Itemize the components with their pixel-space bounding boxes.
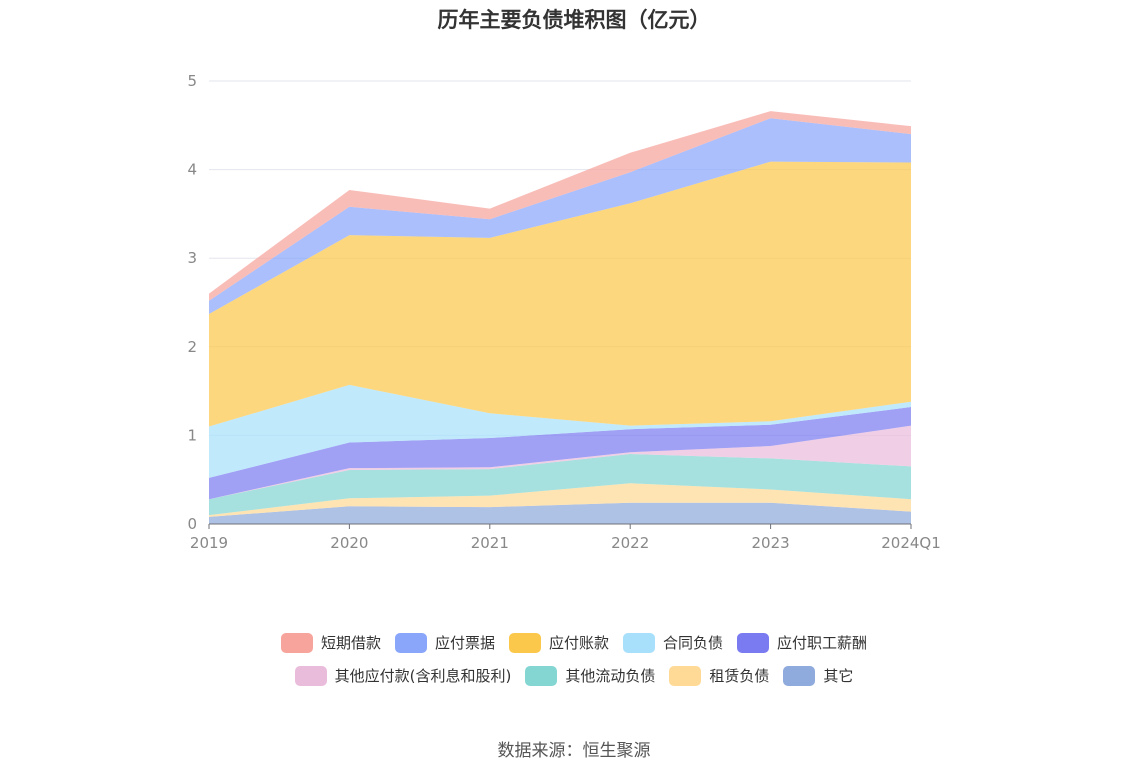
chart-title: 历年主要负债堆积图（亿元）	[437, 8, 711, 32]
area-series-5	[209, 384, 911, 478]
area-series-2	[209, 454, 911, 516]
x-tick-label: 2023	[752, 534, 790, 552]
legend-row: 其他应付款(含利息和股利) 其他流动负债 租赁负债 其它	[0, 665, 1148, 686]
area-series-0	[209, 502, 911, 524]
legend-item[interactable]: 短期借款	[280, 632, 381, 653]
legend-item[interactable]: 其他流动负债	[525, 665, 655, 686]
legend-swatch	[294, 665, 327, 686]
legend-label: 租赁负债	[709, 667, 770, 685]
legend-swatch	[623, 632, 655, 653]
legend-swatch	[737, 632, 770, 653]
area-series-6	[209, 161, 911, 427]
legend-swatch	[783, 665, 816, 686]
legend-item[interactable]: 应付账款	[508, 632, 609, 653]
legend-label: 合同负债	[663, 634, 724, 652]
legend-swatch	[669, 665, 702, 686]
x-tick-label: 2024Q1	[881, 534, 941, 552]
legend-label: 短期借款	[320, 634, 381, 652]
x-tick-label: 2020	[330, 534, 368, 552]
area-series-8	[209, 111, 911, 301]
legend-swatch	[280, 632, 313, 653]
legend-label: 应付票据	[434, 634, 495, 652]
y-tick-label: 3	[187, 249, 197, 267]
x-tick-label: 2022	[611, 534, 649, 552]
legend-item[interactable]: 合同负债	[623, 632, 723, 653]
y-tick-label: 5	[187, 72, 197, 90]
data-source-note: 数据来源：恒生聚源	[497, 741, 651, 761]
legend-swatch	[508, 632, 541, 653]
legend-item[interactable]: 其它	[783, 665, 853, 686]
x-tick-label: 2021	[471, 534, 509, 552]
stacked-area-chart: 0 1 2 3 4 5 2019 2020 2021 2022 2023 2024Q1	[187, 72, 941, 552]
legend-swatch	[525, 665, 558, 686]
x-tick-label: 2019	[190, 534, 228, 552]
y-tick-label: 2	[187, 338, 197, 356]
legend-item[interactable]: 应付职工薪酬	[737, 632, 867, 653]
legend-item[interactable]: 应付票据	[394, 632, 495, 653]
legend-label: 应付账款	[548, 634, 609, 652]
legend-swatch	[394, 632, 427, 653]
legend-label: 应付职工薪酬	[777, 634, 868, 652]
y-tick-label: 4	[187, 161, 197, 179]
area-series-4	[209, 407, 911, 500]
area-series-1	[209, 483, 911, 517]
legend-label: 其他应付款(含利息和股利)	[334, 667, 512, 685]
y-tick-label: 1	[187, 426, 197, 444]
legend-item[interactable]: 其他应付款(含利息和股利)	[294, 665, 512, 686]
chart-legend: 短期借款 应付票据 应付账款 合同负债 应付职工薪酬其他应付款(含利息和股利) 其他流动负…	[0, 632, 1148, 698]
area-series-7	[209, 118, 911, 315]
y-tick-label: 0	[187, 515, 197, 533]
legend-row: 短期借款 应付票据 应付账款 合同负债 应付职工薪酬	[0, 632, 1148, 653]
legend-label: 其他流动负债	[565, 667, 656, 685]
legend-label: 其它	[823, 667, 854, 685]
legend-item[interactable]: 租赁负债	[669, 665, 769, 686]
